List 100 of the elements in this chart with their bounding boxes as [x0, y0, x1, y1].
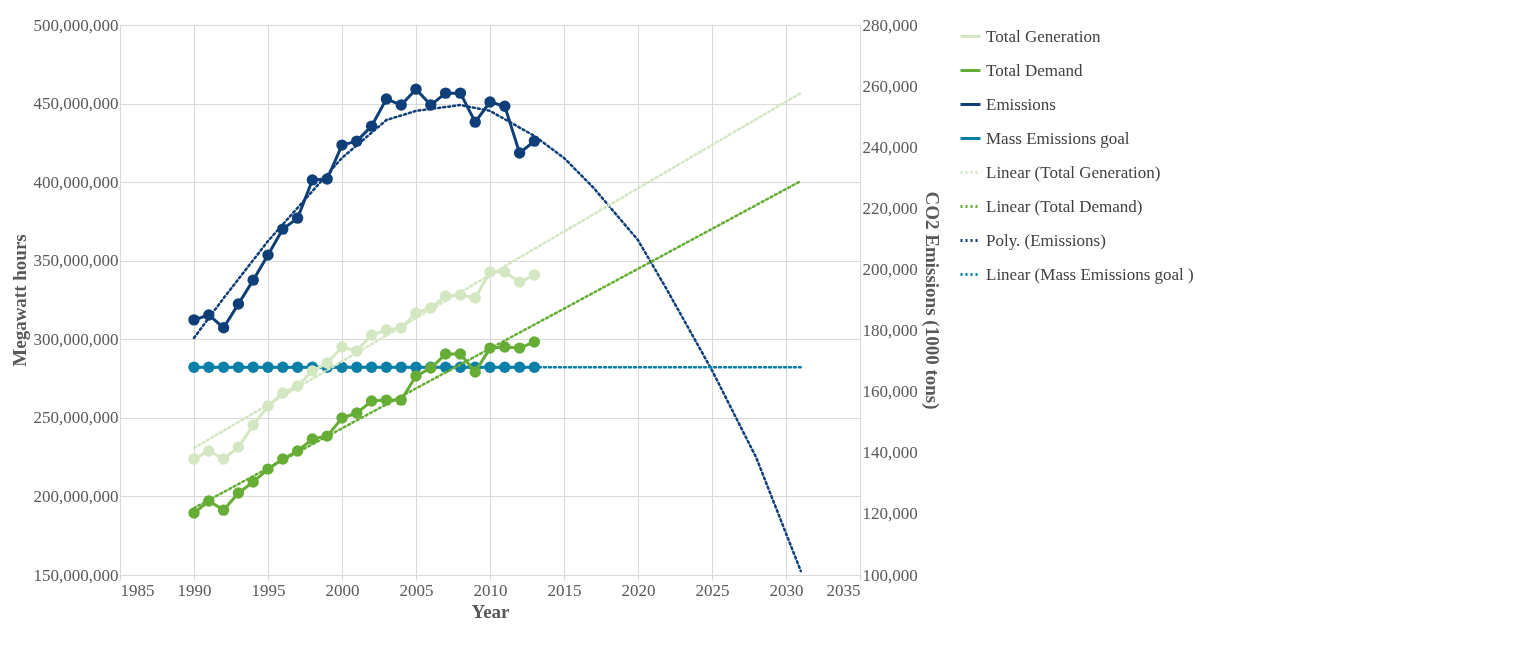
point [188, 361, 200, 373]
y2-tick-label: 240,000 [862, 137, 918, 157]
y-tick-label: 500,000,000 [33, 15, 119, 35]
point [484, 361, 496, 373]
x-tick-label: 2025 [695, 580, 730, 600]
point [291, 361, 304, 373]
y2-tick-label: 260,000 [862, 76, 918, 96]
y2-tick-label: 280,000 [862, 15, 918, 35]
legend-label: Emissions [986, 94, 1056, 114]
point [203, 361, 215, 373]
y-tick-label: 400,000,000 [33, 172, 119, 192]
y-tick-label: 300,000,000 [33, 329, 119, 349]
y-tick-label: 150,000,000 [33, 565, 119, 585]
point [217, 504, 230, 516]
point [336, 412, 348, 424]
point [321, 430, 333, 442]
point [499, 361, 511, 373]
x-tick-label: 1995 [251, 580, 286, 600]
point [232, 441, 245, 453]
point [247, 361, 259, 373]
point [203, 309, 215, 321]
point [410, 370, 422, 382]
point [306, 433, 319, 445]
point [232, 298, 245, 310]
point [188, 453, 200, 465]
point [513, 276, 526, 288]
point [528, 361, 541, 373]
point [277, 453, 289, 465]
point [203, 495, 215, 507]
point [247, 419, 259, 431]
y-tick-label: 450,000,000 [33, 94, 119, 114]
point [365, 329, 378, 341]
x-tick-label: 2020 [621, 580, 656, 600]
y-tick-label: 350,000,000 [33, 251, 119, 271]
point [528, 336, 541, 348]
point [306, 174, 319, 186]
y-axis-title: Megawatt hours [8, 234, 30, 367]
point [425, 302, 437, 314]
point [484, 342, 496, 354]
x-tick-label: 2000 [325, 580, 360, 600]
point [425, 99, 437, 111]
point [351, 135, 363, 147]
point [365, 361, 378, 373]
point [336, 341, 348, 353]
point [499, 266, 511, 278]
point [262, 361, 274, 373]
point [262, 400, 274, 412]
point [277, 223, 289, 235]
y2-tick-label: 180,000 [862, 321, 918, 341]
point [395, 361, 407, 373]
point [528, 135, 541, 147]
y2-tick-label: 220,000 [862, 198, 918, 218]
point [351, 361, 363, 373]
y2-tick-label: 160,000 [862, 382, 918, 402]
legend-label: Linear (Total Generation) [986, 162, 1161, 182]
point [454, 348, 467, 360]
point [410, 83, 422, 95]
x-tick-label: 2010 [473, 580, 508, 600]
point [262, 463, 274, 475]
x-tick-label: 2005 [399, 580, 434, 600]
point [321, 173, 333, 185]
y2-tick-label: 120,000 [862, 504, 918, 524]
point [380, 361, 393, 373]
y-tick-label: 250,000,000 [33, 408, 119, 428]
point [499, 100, 511, 112]
point [395, 394, 407, 406]
y2-tick-label: 100,000 [862, 565, 918, 585]
point [513, 342, 526, 354]
point [291, 212, 304, 224]
point [351, 407, 363, 419]
point [217, 361, 230, 373]
legend-label: Mass Emissions goal [986, 128, 1130, 148]
point [232, 361, 245, 373]
point [217, 322, 230, 334]
point [380, 93, 393, 105]
point [410, 307, 422, 319]
point [454, 87, 467, 99]
point [365, 120, 378, 132]
legend-label: Total Demand [986, 60, 1084, 80]
x-tick-label: 1990 [177, 580, 212, 600]
point [232, 487, 245, 499]
point [380, 394, 393, 406]
y2-tick-label: 200,000 [862, 259, 918, 279]
y-tick-label: 200,000,000 [33, 486, 119, 506]
point [439, 348, 452, 360]
point [484, 96, 496, 108]
point [247, 476, 259, 488]
x-tick-label: 2030 [769, 580, 804, 600]
point [513, 361, 526, 373]
point [380, 324, 393, 336]
point [291, 380, 304, 392]
x-tick-label: 2015 [547, 580, 582, 600]
point [203, 445, 215, 457]
point [484, 266, 496, 278]
point [188, 507, 200, 519]
legend-label: Poly. (Emissions) [986, 230, 1106, 250]
point [439, 87, 452, 99]
point [469, 292, 481, 304]
legend-label: Linear (Total Demand) [986, 196, 1143, 216]
legend-label: Linear (Mass Emissions goal ) [986, 264, 1194, 284]
